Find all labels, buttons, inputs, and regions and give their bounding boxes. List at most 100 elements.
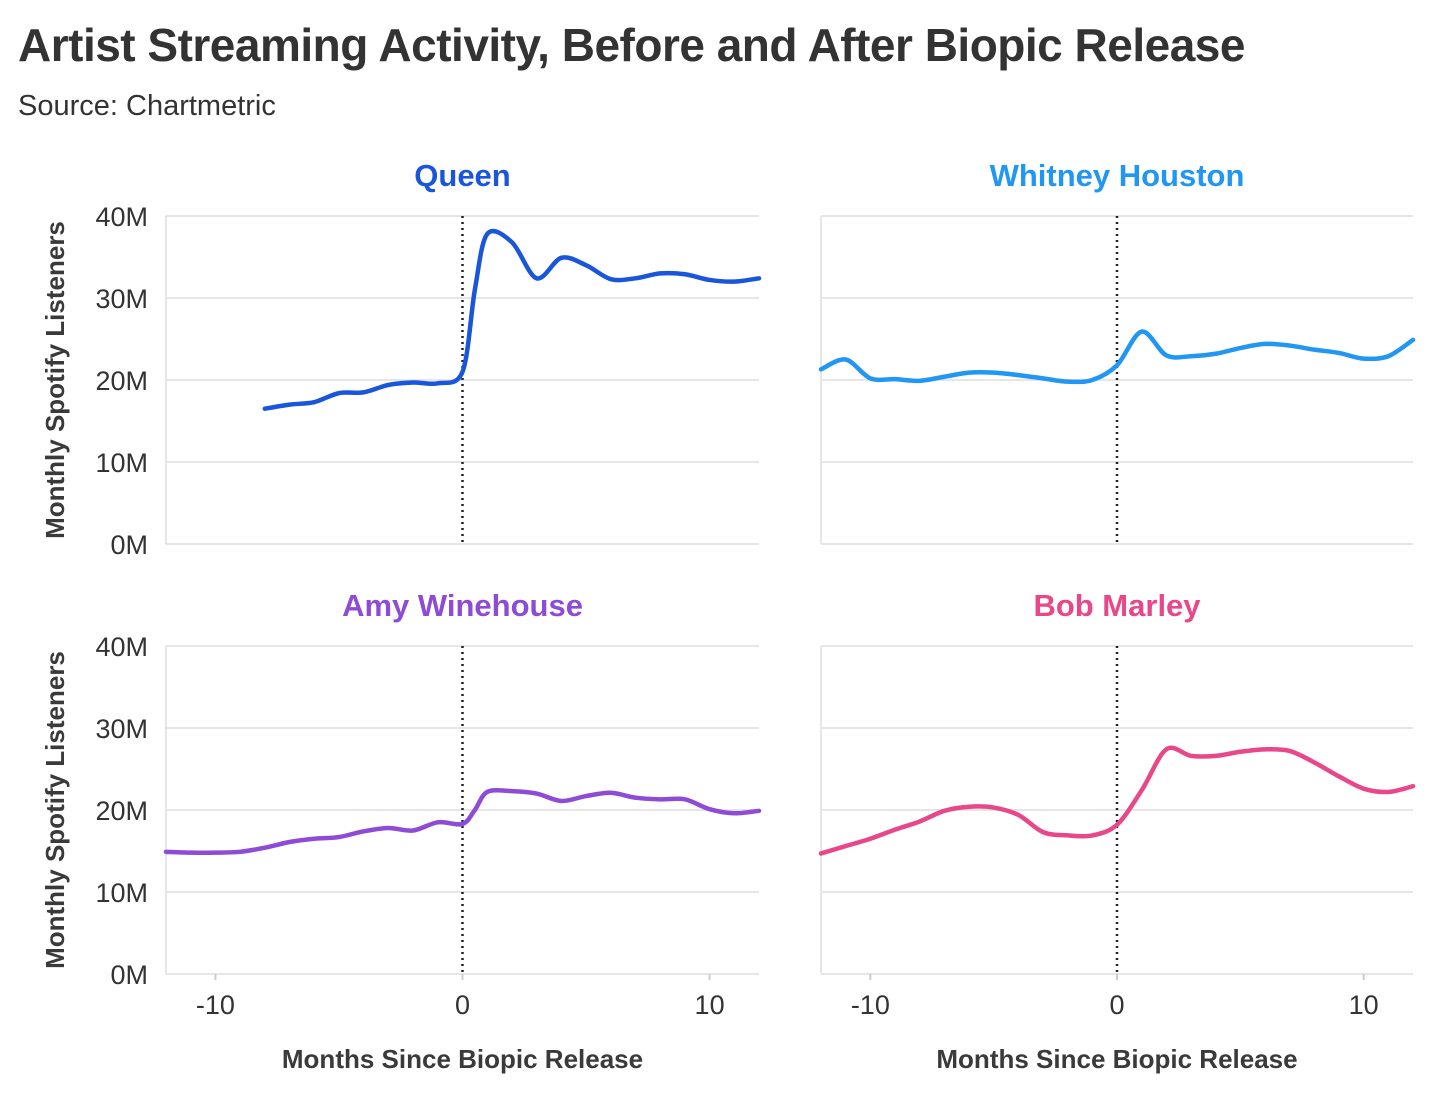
data-point	[1238, 750, 1242, 754]
y-axis-label: Monthly Spotify Listeners	[40, 221, 70, 539]
panel-title: Amy Winehouse	[342, 588, 583, 623]
data-point	[868, 837, 872, 841]
y-tick-label: 30M	[95, 714, 148, 744]
series-line-amy-winehouse	[163, 788, 762, 855]
data-point	[312, 400, 316, 404]
data-point	[485, 232, 489, 236]
chart-subtitle: Source: Chartmetric	[18, 90, 276, 122]
data-point	[1362, 787, 1366, 791]
data-point	[411, 829, 415, 833]
data-point	[683, 797, 687, 801]
y-tick-label: 10M	[95, 448, 148, 478]
y-tick-label: 10M	[95, 878, 148, 908]
data-point	[436, 381, 440, 385]
data-point	[288, 840, 292, 844]
data-point	[992, 806, 996, 810]
data-point	[1115, 363, 1119, 367]
data-point	[1041, 376, 1045, 380]
data-point	[263, 407, 267, 411]
x-tick-label: 0	[455, 990, 470, 1020]
chart-title: Artist Streaming Activity, Before and Af…	[18, 19, 1245, 71]
data-point	[683, 272, 687, 276]
data-point	[411, 380, 415, 384]
data-point	[461, 370, 465, 374]
data-point	[708, 807, 712, 811]
data-point	[1288, 749, 1292, 753]
data-point	[732, 811, 736, 815]
data-point	[967, 805, 971, 809]
data-point	[1090, 378, 1094, 382]
data-point	[918, 379, 922, 383]
panel-title: Queen	[414, 158, 510, 193]
data-point	[609, 277, 613, 281]
data-point	[510, 240, 514, 244]
data-point	[1386, 790, 1390, 794]
data-point	[1312, 348, 1316, 352]
data-point	[819, 851, 823, 855]
y-tick-label: 20M	[95, 366, 148, 396]
data-point	[1164, 353, 1168, 357]
data-point	[893, 377, 897, 381]
data-point	[1214, 352, 1218, 356]
data-point	[1337, 774, 1341, 778]
data-point	[757, 809, 761, 813]
data-point	[337, 391, 341, 395]
data-point	[1312, 760, 1316, 764]
data-point	[1041, 830, 1045, 834]
data-point	[992, 371, 996, 375]
data-point	[868, 376, 872, 380]
data-point	[1337, 351, 1341, 355]
data-point	[844, 358, 848, 362]
x-tick-label: 0	[1109, 990, 1124, 1020]
data-point	[1288, 344, 1292, 348]
data-point	[473, 288, 477, 292]
data-point	[1016, 373, 1020, 377]
data-point	[1189, 354, 1193, 358]
data-point	[584, 263, 588, 267]
data-point	[362, 390, 366, 394]
data-point	[819, 367, 823, 371]
data-point	[1140, 330, 1144, 334]
data-point	[844, 844, 848, 848]
data-point	[893, 828, 897, 832]
data-point	[1016, 813, 1020, 817]
data-point	[1362, 357, 1366, 361]
data-point	[967, 371, 971, 375]
x-tick-label: -10	[851, 990, 890, 1020]
data-point	[658, 797, 662, 801]
data-point	[708, 278, 712, 282]
y-tick-label: 0M	[110, 530, 148, 560]
data-point	[362, 829, 366, 833]
series-line-whitney-houston	[818, 329, 1416, 385]
panel-title: Whitney Houston	[990, 158, 1245, 193]
data-point	[213, 851, 217, 855]
data-point	[1263, 747, 1267, 751]
data-point	[535, 276, 539, 280]
data-point	[436, 820, 440, 824]
data-point	[633, 276, 637, 280]
data-point	[1238, 346, 1242, 350]
data-point	[757, 276, 761, 280]
data-point	[1189, 754, 1193, 758]
y-tick-label: 20M	[95, 796, 148, 826]
data-point	[337, 835, 341, 839]
x-axis-label: Months Since Biopic Release	[282, 1044, 643, 1074]
data-point	[918, 819, 922, 823]
data-point	[584, 794, 588, 798]
data-point	[1411, 784, 1415, 788]
x-tick-label: 10	[1349, 990, 1379, 1020]
data-point	[1090, 833, 1094, 837]
data-point	[473, 808, 477, 812]
panel-title: Bob Marley	[1033, 588, 1201, 623]
panel-amy-winehouse: 0M 10M 20M 30M 40M -10 0 10 Months Since Biopic …	[40, 588, 762, 1074]
data-point	[164, 850, 168, 854]
data-point	[510, 789, 514, 793]
data-point	[1164, 747, 1168, 751]
data-point	[263, 846, 267, 850]
data-point	[559, 799, 563, 803]
data-point	[559, 256, 563, 260]
data-point	[1115, 823, 1119, 827]
y-tick-label: 30M	[95, 284, 148, 314]
x-tick-label: 10	[695, 990, 725, 1020]
